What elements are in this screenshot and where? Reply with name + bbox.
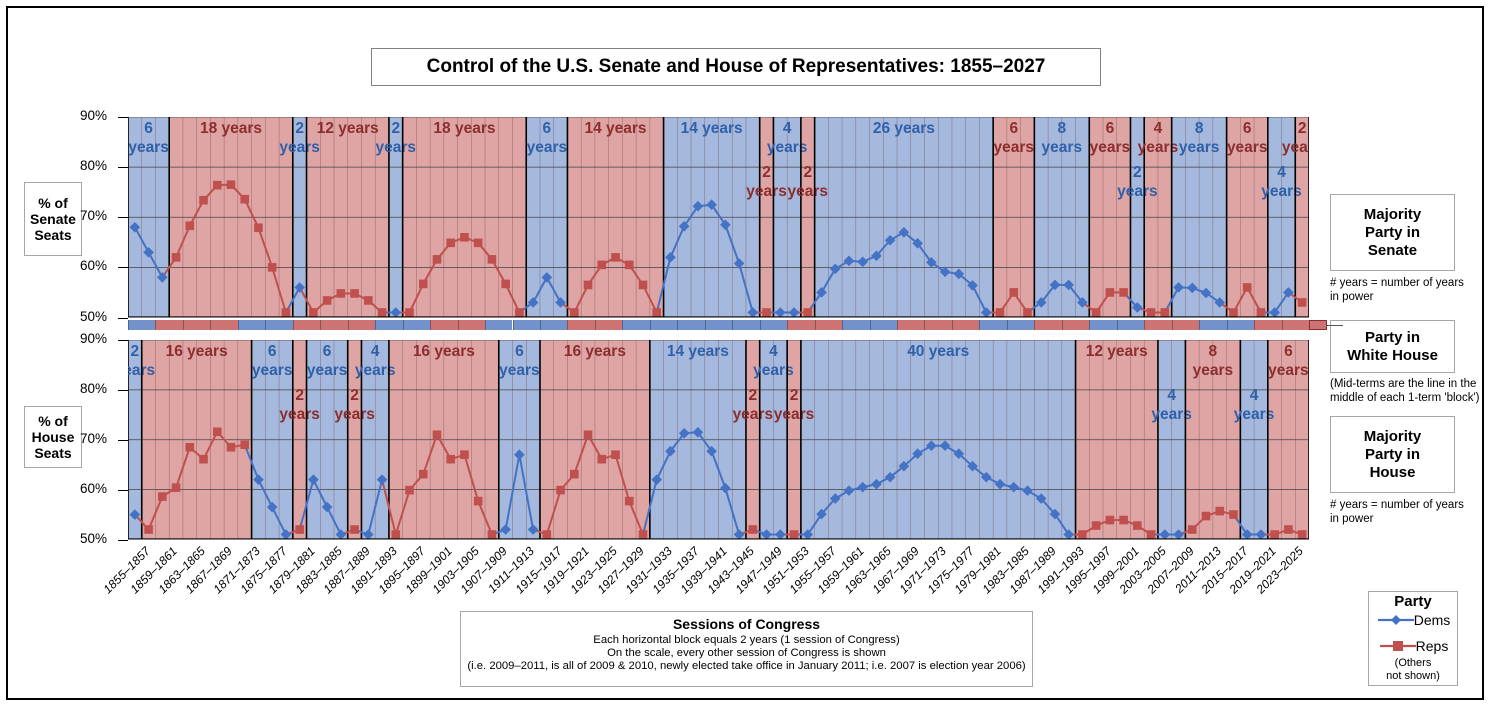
svg-text:14 years: 14 years xyxy=(584,120,646,137)
svg-text:14 years: 14 years xyxy=(681,120,743,137)
svg-text:12 years: 12 years xyxy=(317,120,379,137)
svg-text:14 years: 14 years xyxy=(667,343,729,360)
svg-text:16 years: 16 years xyxy=(564,343,626,360)
svg-text:18 years: 18 years xyxy=(433,120,495,137)
svg-text:26 years: 26 years xyxy=(873,120,935,137)
svg-text:16 years: 16 years xyxy=(413,343,475,360)
svg-text:12 years: 12 years xyxy=(1086,343,1148,360)
svg-text:16 years: 16 years xyxy=(166,343,228,360)
svg-text:40 years: 40 years xyxy=(907,343,969,360)
svg-text:18 years: 18 years xyxy=(200,120,262,137)
